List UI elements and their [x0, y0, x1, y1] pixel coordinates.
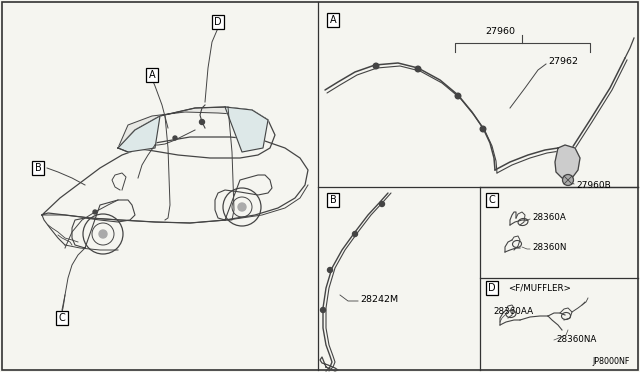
- Text: D: D: [488, 283, 496, 293]
- Circle shape: [328, 267, 333, 273]
- Circle shape: [563, 174, 573, 186]
- Text: 28242M: 28242M: [360, 295, 398, 305]
- Circle shape: [415, 66, 421, 72]
- Polygon shape: [555, 145, 580, 178]
- Text: JP8000NF: JP8000NF: [593, 357, 630, 366]
- Circle shape: [173, 136, 177, 140]
- Circle shape: [380, 202, 385, 206]
- Text: <F/MUFFLER>: <F/MUFFLER>: [508, 283, 571, 292]
- Text: 27960: 27960: [485, 26, 515, 35]
- Text: B: B: [35, 163, 42, 173]
- Text: C: C: [59, 313, 65, 323]
- Text: D: D: [214, 17, 222, 27]
- Circle shape: [321, 308, 326, 312]
- Circle shape: [238, 203, 246, 211]
- Circle shape: [200, 119, 205, 125]
- Text: 28360N: 28360N: [532, 244, 566, 253]
- Circle shape: [99, 230, 107, 238]
- Circle shape: [373, 63, 379, 69]
- Text: B: B: [330, 195, 337, 205]
- Text: 27960B: 27960B: [576, 182, 611, 190]
- Circle shape: [353, 231, 358, 237]
- Polygon shape: [118, 116, 160, 152]
- Text: C: C: [488, 195, 495, 205]
- Circle shape: [93, 210, 97, 214]
- Text: 28360A: 28360A: [532, 214, 566, 222]
- Text: 28360NA: 28360NA: [556, 336, 596, 344]
- Polygon shape: [118, 107, 268, 148]
- Polygon shape: [225, 107, 268, 152]
- Text: 28360AA: 28360AA: [493, 308, 533, 317]
- Text: 27962: 27962: [548, 58, 578, 67]
- Text: A: A: [330, 15, 336, 25]
- Circle shape: [480, 126, 486, 132]
- Circle shape: [455, 93, 461, 99]
- Text: A: A: [148, 70, 156, 80]
